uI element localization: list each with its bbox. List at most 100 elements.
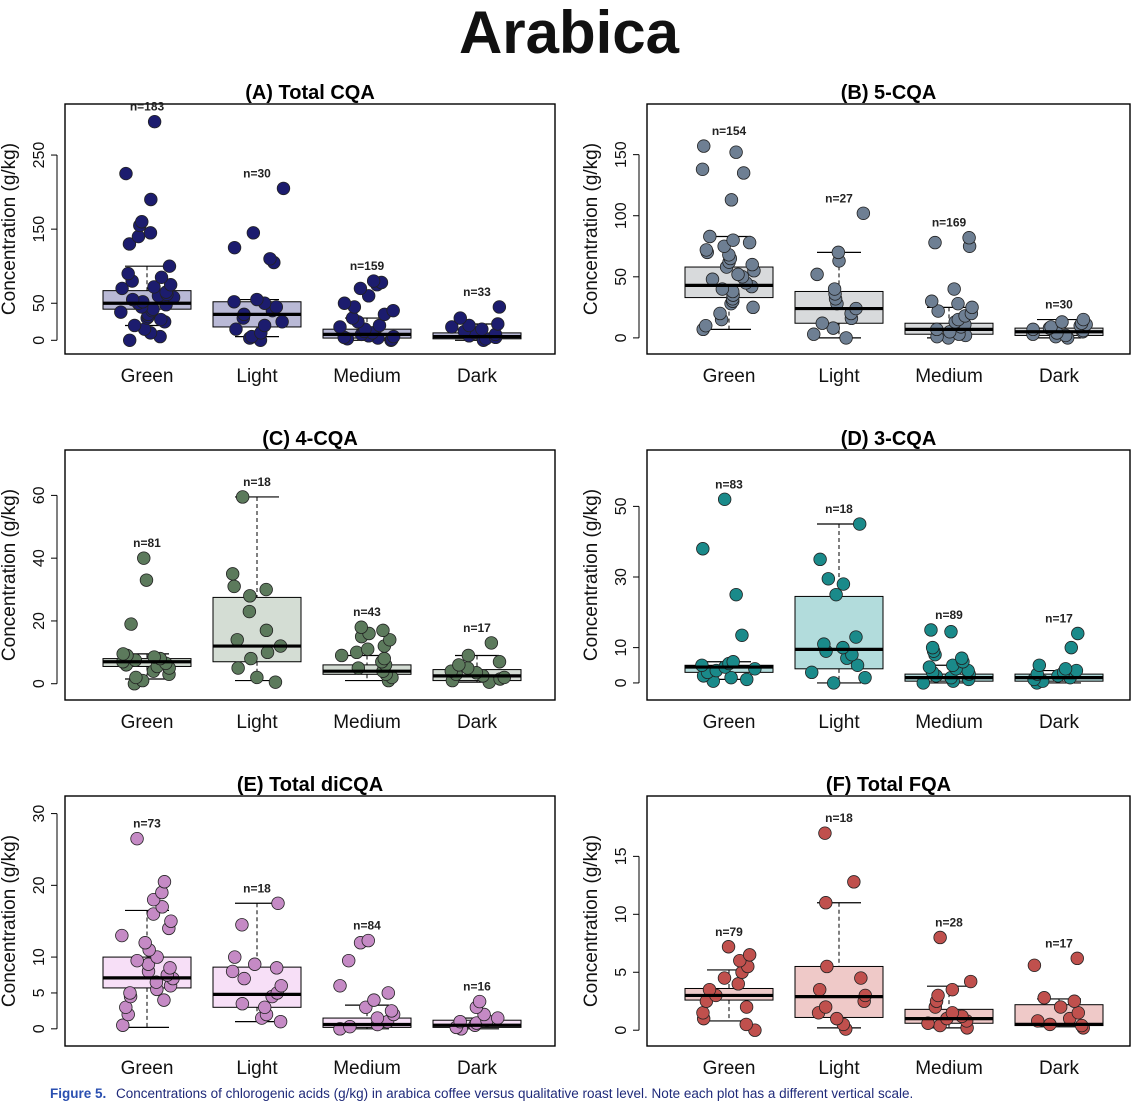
data-point xyxy=(231,661,245,675)
data-point xyxy=(492,655,507,669)
data-point xyxy=(337,296,352,310)
group-green: n=79 Green xyxy=(684,925,774,1079)
data-point xyxy=(124,617,138,631)
data-point xyxy=(724,670,738,685)
panel-title: (A) Total CQA xyxy=(245,82,375,104)
data-point xyxy=(931,988,945,1003)
group-medium: n=28 Medium xyxy=(904,915,994,1079)
data-point xyxy=(333,320,347,334)
data-point xyxy=(383,633,397,647)
data-point xyxy=(742,948,757,962)
panel-title: (D) 3-CQA xyxy=(841,428,937,450)
data-point xyxy=(739,1017,753,1032)
panel-title: (E) Total diCQA xyxy=(237,774,383,796)
data-point xyxy=(237,971,251,986)
y-tick-label: 30 xyxy=(31,805,48,823)
x-category-label: Medium xyxy=(333,1058,401,1079)
data-point xyxy=(147,280,161,294)
data-point xyxy=(491,317,505,331)
data-point xyxy=(733,953,747,968)
data-point xyxy=(492,300,507,314)
group-medium: n=169 Medium xyxy=(904,216,994,387)
data-point xyxy=(377,651,391,666)
data-point xyxy=(697,139,711,153)
data-point xyxy=(805,665,819,680)
data-point xyxy=(361,642,375,656)
x-category-label: Light xyxy=(818,1058,860,1079)
x-category-label: Green xyxy=(121,712,174,733)
y-axis-label: Concentration (g/kg) xyxy=(0,143,20,315)
data-point xyxy=(246,226,261,240)
data-point xyxy=(831,245,846,260)
data-point xyxy=(695,658,709,672)
n-label: n=17 xyxy=(1045,936,1073,950)
y-tick-label: 20 xyxy=(31,876,48,894)
data-point xyxy=(717,492,732,507)
data-point xyxy=(944,625,958,639)
data-point xyxy=(815,316,829,330)
data-point xyxy=(1071,1006,1085,1020)
data-point xyxy=(703,229,717,244)
n-label: n=27 xyxy=(825,191,853,205)
group-light: n=18 Light xyxy=(212,475,302,733)
figure-main-title: Arabica xyxy=(458,0,680,66)
plot-frame xyxy=(646,795,1131,1047)
data-point xyxy=(924,623,938,637)
n-label: n=17 xyxy=(463,621,491,635)
y-tick-label: 15 xyxy=(613,847,630,865)
n-label: n=18 xyxy=(825,502,853,516)
data-point xyxy=(1026,322,1040,337)
data-point xyxy=(836,640,850,655)
data-point xyxy=(163,961,177,975)
data-point xyxy=(139,573,154,587)
n-label: n=16 xyxy=(463,980,491,994)
data-point xyxy=(705,272,720,286)
data-point xyxy=(119,166,133,181)
data-point xyxy=(1053,1000,1068,1014)
data-point xyxy=(244,651,258,666)
data-point xyxy=(452,658,466,672)
plot-frame xyxy=(64,103,556,355)
n-label: n=169 xyxy=(932,216,967,230)
data-point xyxy=(334,648,349,663)
data-point xyxy=(813,552,827,567)
group-green: n=83 Green xyxy=(684,477,774,733)
n-label: n=17 xyxy=(1045,612,1073,626)
data-point xyxy=(276,181,291,196)
data-point xyxy=(268,675,283,689)
x-category-label: Medium xyxy=(915,1058,983,1079)
y-axis-label: Concentration (g/kg) xyxy=(0,489,20,661)
n-label: n=83 xyxy=(715,477,743,491)
y-tick-label: 0 xyxy=(31,336,48,345)
data-point xyxy=(116,1018,130,1032)
data-point xyxy=(445,320,459,334)
data-point xyxy=(818,1000,833,1014)
y-tick-label: 150 xyxy=(31,216,48,243)
panel-title: (C) 4-CQA xyxy=(262,428,358,450)
data-point xyxy=(807,327,821,341)
panel-c: (C) 4-CQA 0 20 40 60 Concentration (g/kg) n=81… xyxy=(0,428,556,733)
data-point xyxy=(146,907,161,921)
data-point xyxy=(154,270,169,285)
data-point xyxy=(739,1000,754,1014)
group-light: n=27 Light xyxy=(794,191,884,387)
data-point xyxy=(386,329,401,344)
data-point xyxy=(839,331,853,345)
group-green: n=154 Green xyxy=(684,124,774,387)
data-point xyxy=(453,311,467,325)
data-point xyxy=(850,658,865,672)
data-point xyxy=(472,994,487,1009)
data-point xyxy=(122,237,137,251)
data-point xyxy=(821,572,836,586)
group-light: n=18 Light xyxy=(794,502,884,733)
n-label: n=18 xyxy=(825,811,853,825)
data-point xyxy=(1067,994,1082,1008)
panel-b: (B) 5-CQA 0 50 100 150 Concentration (g/kg) n=… xyxy=(581,82,1131,387)
data-point xyxy=(820,959,834,974)
data-point xyxy=(695,162,710,177)
group-dark: n=17 Dark xyxy=(1014,612,1104,733)
data-point xyxy=(729,587,743,602)
data-point xyxy=(225,964,240,979)
data-point xyxy=(745,257,759,272)
